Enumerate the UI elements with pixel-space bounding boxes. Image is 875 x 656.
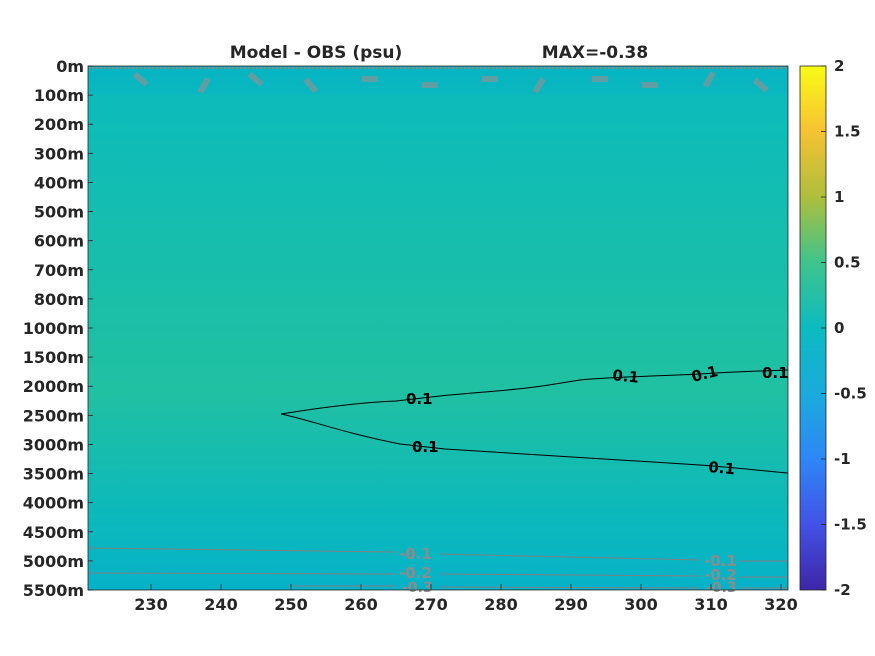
y-tick-label: 600m — [34, 232, 84, 251]
y-tick-label: 2500m — [23, 406, 84, 425]
plot-area: 0.1 0.1 0.1 0.1 0.1 0.1 -0.1 -0.1 -0.2 -… — [87, 65, 789, 596]
surface-contour-label-mark — [247, 71, 264, 87]
colorbar-tick-label: 1.5 — [834, 123, 861, 141]
y-tick-label: 1500m — [23, 348, 84, 367]
surface-layer — [88, 66, 788, 94]
contour-label: -0.2 — [399, 564, 432, 582]
x-tick-label: 240 — [204, 595, 237, 614]
surface-contour-label-mark — [362, 76, 378, 82]
chart-max-value: MAX=-0.38 — [542, 43, 648, 63]
contour-label: 0.1 — [690, 362, 720, 386]
colorbar-tick-label: -0.5 — [834, 385, 867, 403]
contour-neg0.1 — [87, 547, 788, 562]
colorbar-tick-label: -1 — [834, 450, 851, 468]
surface-contour-label-mark — [197, 77, 211, 94]
y-tick-label: 3500m — [23, 465, 84, 484]
contour-label: 0.1 — [708, 458, 736, 478]
contour-label: -0.3 — [402, 580, 433, 596]
surface-contour-label-mark — [642, 82, 658, 88]
colorbar-tick-label: 2 — [834, 57, 844, 75]
surface-contour-label-mark — [702, 71, 716, 88]
colorbar-tick-label: 0 — [834, 319, 844, 337]
y-tick-label: 1000m — [23, 319, 84, 338]
contour-label: 0.1 — [612, 366, 640, 387]
x-axis: 230 240 250 260 270 280 290 300 310 320 — [134, 584, 798, 614]
y-tick-label: 0m — [56, 57, 84, 76]
colorbar-tick-label: -2 — [834, 581, 851, 599]
contour-0.1-upper — [280, 369, 789, 415]
y-tick-label: 800m — [34, 290, 84, 309]
surface-contour-label-mark — [532, 77, 546, 94]
y-tick-label: 4500m — [23, 523, 84, 542]
contour-neg0.3 — [290, 585, 788, 589]
colorbar-tick-label: 0.5 — [834, 254, 861, 272]
x-tick-label: 250 — [274, 595, 307, 614]
contour-label: -0.2 — [704, 566, 737, 584]
y-tick-label: 2000m — [23, 377, 84, 396]
contour-0.1-lower — [280, 413, 789, 474]
contour-label: 0.1 — [406, 390, 433, 408]
y-tick-label: 4000m — [23, 494, 84, 513]
x-tick-label: 310 — [694, 595, 727, 614]
y-tick-label: 400m — [34, 173, 84, 192]
colorbar: 2 1.5 1 0.5 0 -0.5 -1 -1.5 -2 — [799, 57, 867, 599]
x-tick-label: 320 — [764, 595, 797, 614]
salinity-field — [88, 66, 788, 590]
surface-contour-label-mark — [592, 76, 608, 82]
contour-label: -0.3 — [706, 580, 737, 596]
x-tick-label: 230 — [134, 595, 167, 614]
contour-neg0.2 — [87, 572, 788, 578]
colorbar-tick-label: 1 — [834, 188, 844, 206]
y-tick-label: 5000m — [23, 552, 84, 571]
x-tick-label: 260 — [344, 595, 377, 614]
surface-contour-label-mark — [752, 77, 769, 93]
y-tick-label: 500m — [34, 203, 84, 222]
colorbar-ticks: 2 1.5 1 0.5 0 -0.5 -1 -1.5 -2 — [821, 57, 867, 599]
y-tick-label: 200m — [34, 115, 84, 134]
y-axis: 0m 100m 200m 300m 400m 500m 600m 700m 800m 1000m 1… — [23, 57, 93, 600]
surface-contour-label-mark — [132, 71, 149, 87]
surface-contour-label-mark — [303, 77, 319, 94]
y-tick-label: 300m — [34, 144, 84, 163]
surface-contour-label-mark — [422, 82, 438, 88]
contour-label: -0.1 — [704, 552, 737, 570]
contour-label: -0.1 — [399, 545, 432, 563]
y-tick-label: 3000m — [23, 435, 84, 454]
y-tick-label: 5500m — [23, 581, 84, 600]
y-tick-label: 700m — [34, 261, 84, 280]
contour-label: 0.1 — [762, 364, 789, 382]
x-tick-label: 290 — [554, 595, 587, 614]
colorbar-tick-label: -1.5 — [834, 516, 867, 534]
surface-contour-labels — [132, 71, 769, 94]
x-tick-label: 270 — [414, 595, 447, 614]
y-tick-label: 100m — [34, 86, 84, 105]
x-tick-label: 280 — [484, 595, 517, 614]
chart-title: Model - OBS (psu) — [230, 43, 403, 63]
contour-label: 0.1 — [412, 438, 439, 456]
surface-contour-label-mark — [482, 76, 498, 82]
x-tick-label: 300 — [624, 595, 657, 614]
